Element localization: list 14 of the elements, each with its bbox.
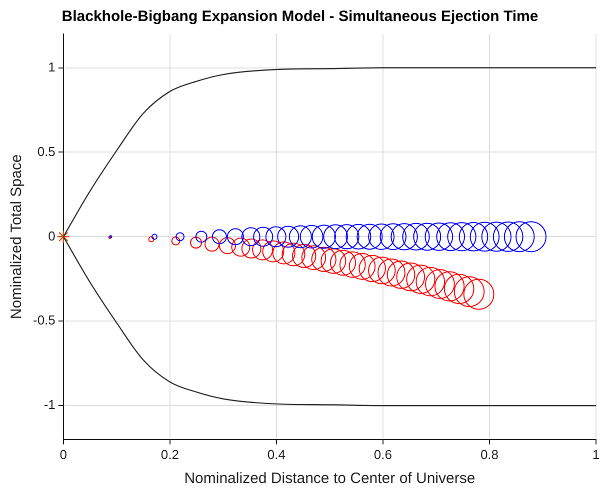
y-axis-title: Nominalized Total Space [8,154,26,320]
y-tick-label: 0.5 [37,144,56,159]
x-tick-label: 0.8 [480,446,499,462]
y-tick-label: -1 [44,397,56,412]
x-tick-label: 0.4 [267,446,286,462]
x-tick-label: 1 [592,446,600,462]
x-tick-label: 0.2 [160,446,179,462]
x-tick-label: 0.6 [374,446,392,462]
y-tick-label: 0 [48,228,56,244]
x-axis-title: Nominalized Distance to Center of Universe [184,470,476,488]
x-tick-label: 0 [60,446,68,462]
y-tick-label: 1 [48,59,56,74]
chart-title: Blackhole-Bigbang Expansion Model - Simultaneous Ejection Time [62,8,538,26]
y-tick-label: -0.5 [32,312,56,328]
